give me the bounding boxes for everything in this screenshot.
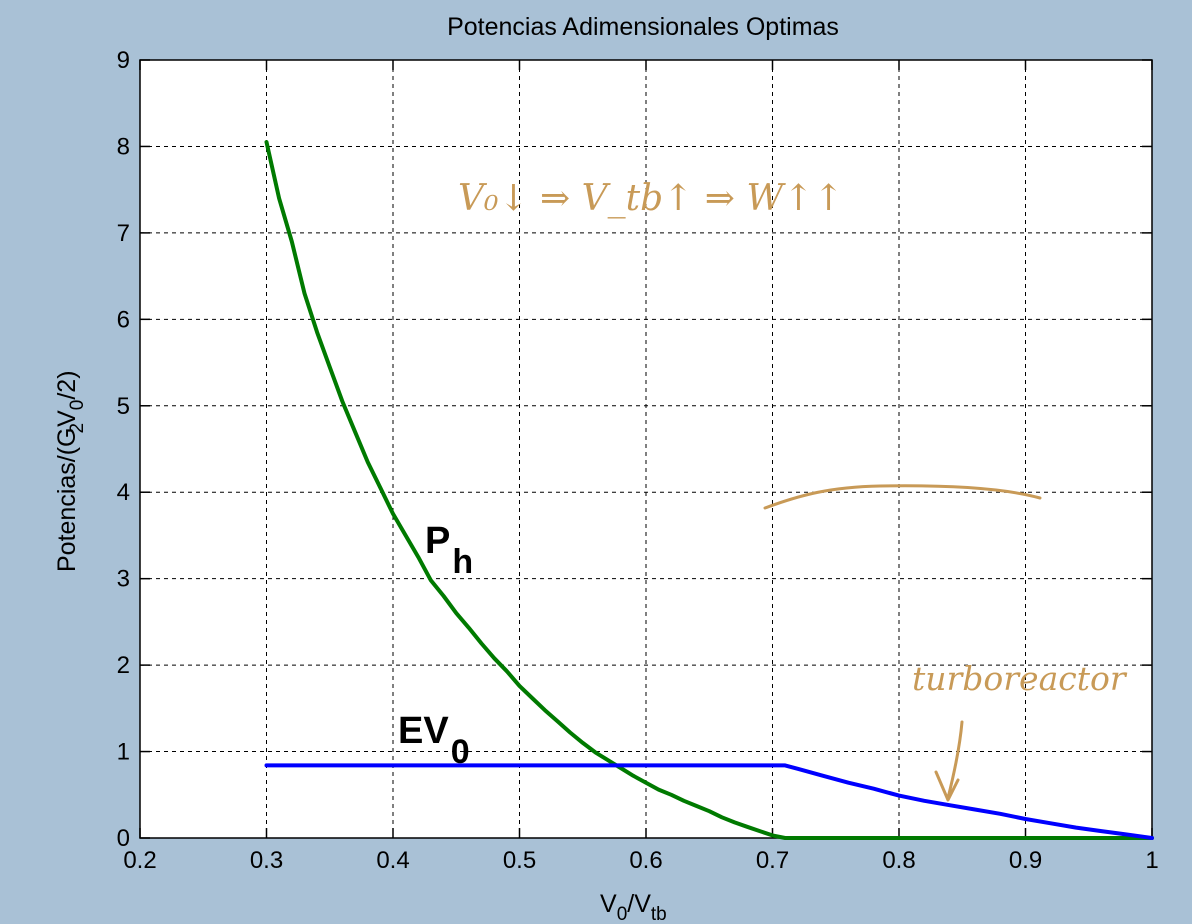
x-tick-label: 0.6 xyxy=(629,847,662,874)
y-axis-label-mid: V xyxy=(53,410,81,427)
y-axis-label-post: /2) xyxy=(53,370,81,399)
y-tick-label: 3 xyxy=(117,566,130,593)
x-axis-label-sub2: tb xyxy=(651,904,667,924)
series-label-ev0-main: EV xyxy=(398,710,449,752)
y-tick-label: 2 xyxy=(117,652,130,679)
series-group xyxy=(264,140,1154,840)
y-tick-label: 0 xyxy=(117,825,130,852)
y-tick-label: 8 xyxy=(117,133,130,160)
y-axis-label: Potencias/(G2V0/2) xyxy=(53,370,88,572)
x-axis-label: V0/Vtb xyxy=(600,890,667,924)
series-label-ph: Ph xyxy=(425,520,473,581)
y-axis-label-pre: Potencias/(G xyxy=(53,427,81,572)
x-tick-label: 0.4 xyxy=(376,847,409,874)
y-axis-label-sub: 2 xyxy=(67,423,88,434)
handwritten-stroke xyxy=(763,484,1042,510)
x-axis-ticks: 0.2 0.3 0.4 0.5 0.6 0.7 0.8 0.9 1 xyxy=(123,60,1159,874)
plot-area xyxy=(139,59,1153,839)
series-line-ph xyxy=(264,140,1154,840)
x-axis-label-main: V xyxy=(600,890,617,918)
x-axis-label-sub: 0 xyxy=(617,904,628,924)
y-axis-ticks: 0 1 2 3 4 5 6 7 8 9 xyxy=(117,47,1152,852)
series-label-ph-sub: h xyxy=(452,543,473,581)
handwritten-note-top: V₀↓ ⇒ V_tb↑ ⇒ W↑↑ xyxy=(458,178,844,219)
grid xyxy=(140,60,1152,838)
series-label-ph-main: P xyxy=(425,520,450,562)
y-tick-label: 1 xyxy=(117,739,130,766)
x-axis-label-mid: /V xyxy=(627,890,651,918)
x-tick-label: 0.3 xyxy=(250,847,283,874)
series-line-ev0 xyxy=(264,763,1154,840)
x-tick-label: 0.9 xyxy=(1009,847,1042,874)
handwritten-note-turboreactor: turboreactor xyxy=(912,659,1128,698)
x-tick-label: 0.7 xyxy=(756,847,789,874)
series-label-ev0-sub: 0 xyxy=(451,733,470,771)
series-label-ev0: EV0 xyxy=(398,710,470,771)
y-tick-label: 7 xyxy=(117,220,130,247)
x-tick-label: 0.8 xyxy=(882,847,915,874)
x-tick-label: 0.5 xyxy=(503,847,536,874)
y-tick-label: 5 xyxy=(117,393,130,420)
x-tick-label: 0.2 xyxy=(123,847,156,874)
chart-title: Potencias Adimensionales Optimas xyxy=(447,13,839,41)
handwritten-arrow xyxy=(934,720,964,802)
y-axis-label-sub2: 0 xyxy=(67,400,88,411)
x-tick-label: 1 xyxy=(1145,847,1158,874)
y-tick-label: 4 xyxy=(117,479,130,506)
y-tick-label: 6 xyxy=(117,306,130,333)
y-tick-label: 9 xyxy=(117,47,130,74)
